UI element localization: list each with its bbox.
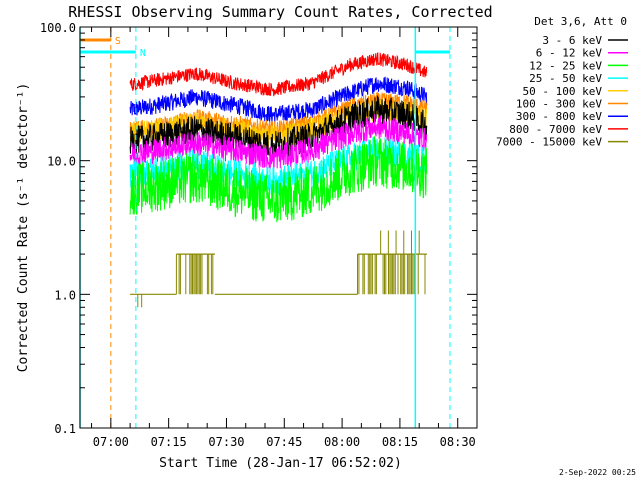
x-tick-label: 07:15	[151, 435, 187, 449]
x-tick-label: 07:45	[266, 435, 302, 449]
legend-label: 6 - 12 keV	[536, 47, 603, 60]
series-line-800-7000keV	[129, 52, 428, 97]
legend-label: 50 - 100 keV	[523, 85, 603, 98]
flag-label-s: S	[115, 36, 121, 47]
flag-label-n: N	[140, 48, 146, 59]
series-line-12-25keV	[129, 134, 428, 223]
legend-label: 100 - 300 keV	[516, 98, 602, 111]
y-tick-label: 10.0	[47, 155, 76, 169]
legend-label: 3 - 6 keV	[542, 34, 602, 47]
legend-label: 12 - 25 keV	[529, 59, 602, 72]
series-line-25-50keV	[129, 135, 428, 196]
x-tick-label: 07:00	[93, 435, 129, 449]
legend-label: 800 - 7000 keV	[509, 123, 602, 136]
y-axis-label: Corrected Count Rate (s⁻¹ detector⁻¹)	[16, 83, 31, 373]
series-line-6-12keV	[129, 114, 428, 169]
timestamp: 2-Sep-2022 00:25	[559, 468, 636, 477]
x-tick-label: 08:15	[382, 435, 418, 449]
legend-label: 25 - 50 keV	[529, 72, 602, 85]
y-tick-label: 1.0	[54, 288, 76, 302]
series-7000-15000kev-toggles	[175, 254, 426, 295]
legend-label: 7000 - 15000 keV	[496, 136, 602, 149]
series-line-300-800keV	[129, 76, 428, 123]
y-tick-label: 0.1	[54, 422, 76, 436]
x-axis-label: Start Time (28-Jan-17 06:52:02)	[159, 456, 402, 471]
x-tick-label: 07:30	[208, 435, 244, 449]
plot-frame	[79, 26, 478, 429]
series-7000-15000kev-steps	[130, 253, 427, 295]
chart-title: RHESSI Observing Summary Count Rates, Co…	[68, 3, 492, 21]
x-tick-label: 08:30	[440, 435, 476, 449]
y-tick-label: 100.0	[40, 21, 76, 35]
legend-label: 300 - 800 keV	[516, 110, 602, 123]
x-tick-label: 08:00	[324, 435, 360, 449]
series-line-3-6keV	[129, 95, 428, 159]
legend-header: Det 3,6, Att 0	[534, 15, 627, 28]
